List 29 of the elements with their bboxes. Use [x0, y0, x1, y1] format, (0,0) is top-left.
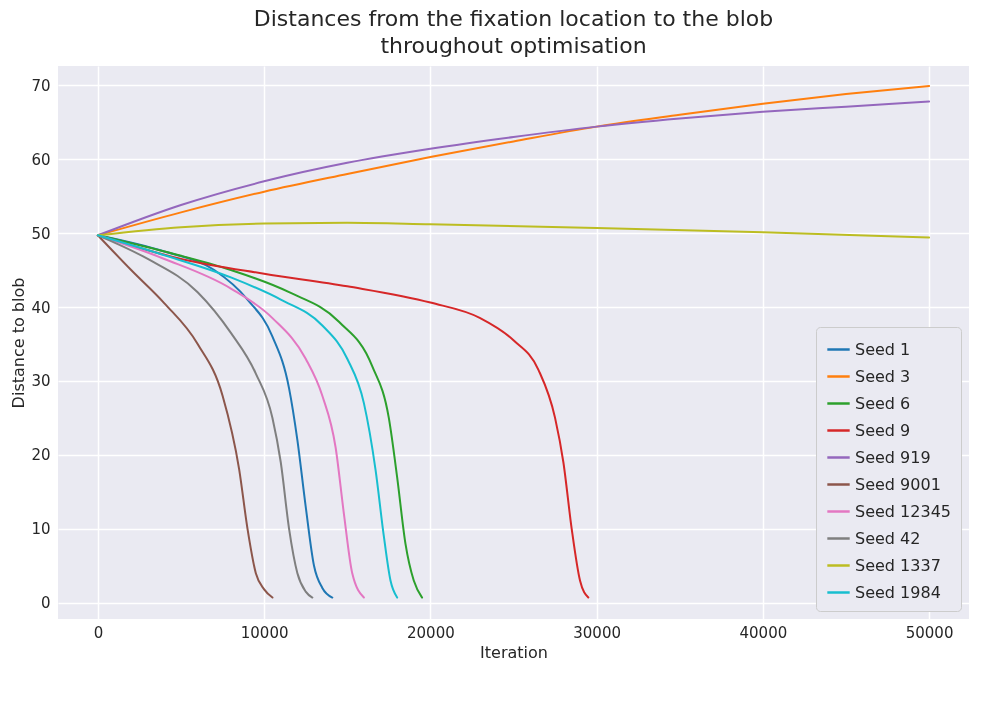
y-tick-label: 20 [31, 446, 51, 465]
y-tick-label: 60 [31, 150, 51, 169]
x-axis-title: Iteration [480, 642, 548, 662]
legend-label: Seed 1337 [855, 555, 941, 575]
y-tick-label: 30 [31, 372, 51, 391]
legend-label: Seed 9 [855, 420, 911, 440]
x-tick-label: 20000 [407, 623, 455, 642]
x-tick-label: 40000 [739, 623, 788, 642]
x-tick-label: 50000 [905, 623, 954, 642]
y-tick-label: 0 [40, 594, 51, 613]
y-axis-title: Distance to blob [9, 277, 29, 409]
y-tick-label: 50 [31, 224, 51, 243]
x-tick-label: 30000 [573, 623, 621, 642]
legend-label: Seed 3 [855, 366, 911, 386]
legend-label: Seed 1984 [855, 582, 941, 602]
legend-label: Seed 42 [855, 528, 921, 548]
x-tick-label: 0 [93, 623, 104, 642]
x-tick-label: 10000 [240, 623, 289, 642]
line-series [96, 234, 274, 599]
legend-label: Seed 1 [855, 339, 911, 359]
legend-label: Seed 919 [855, 447, 931, 467]
legend-label: Seed 6 [855, 393, 911, 413]
y-tick-label: 10 [31, 520, 51, 539]
y-tick-label: 70 [31, 76, 51, 95]
line-series [96, 221, 931, 239]
y-tick-label: 40 [31, 298, 51, 317]
legend-label: Seed 12345 [855, 501, 951, 521]
chart-title: Distances from the fixation location to the blob throughout optimisation [253, 6, 774, 58]
legend-label: Seed 9001 [855, 474, 941, 494]
